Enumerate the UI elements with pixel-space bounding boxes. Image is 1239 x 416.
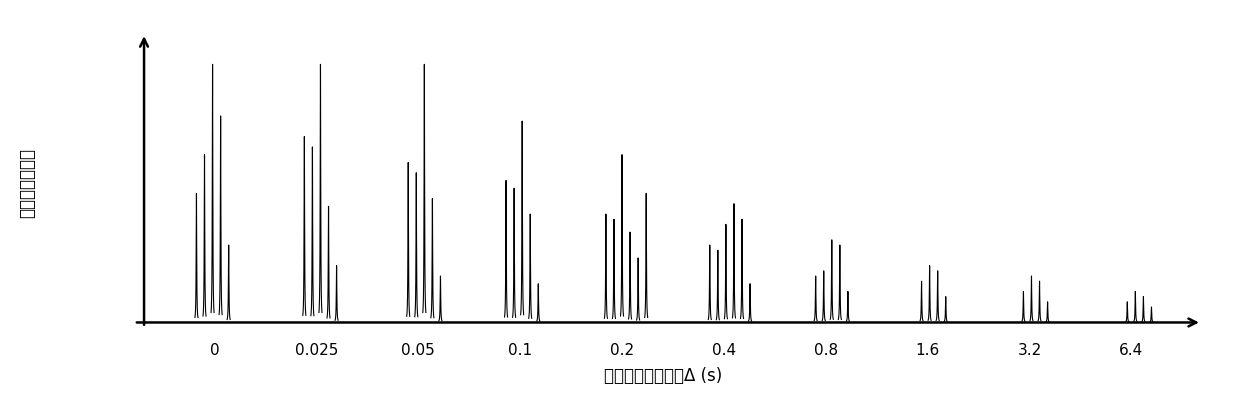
X-axis label: 横向弛豬演化时间Δ (s): 横向弛豬演化时间Δ (s) [603,366,722,384]
Text: 归一化信号强度: 归一化信号强度 [17,148,36,218]
